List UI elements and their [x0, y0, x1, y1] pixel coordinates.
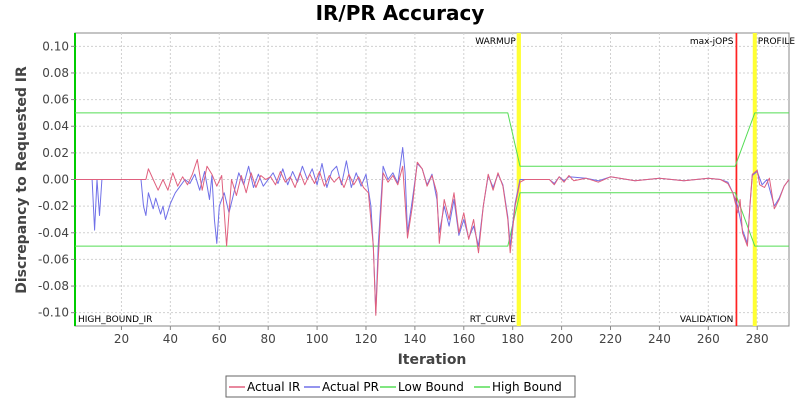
- legend-box: [225, 375, 576, 398]
- y-tick-label: 0.06: [42, 93, 69, 107]
- x-tick-label: 280: [746, 332, 769, 346]
- series-line-low-bound: [75, 192, 789, 247]
- y-axis-label: Discrepancy to Requested IR: [14, 66, 30, 294]
- grid-lines: [75, 33, 789, 326]
- legend: Actual IR Actual PR Low Bound High Bound: [229, 380, 562, 394]
- x-axis-label: Iteration: [398, 352, 467, 368]
- marker-label: HIGH_BOUND_IR: [78, 315, 152, 325]
- x-axis: 20 40 60 80 100 120 140 160 180 200 220 240 260 280: [114, 326, 769, 346]
- y-tick-label: 0.10: [42, 39, 69, 53]
- y-tick-label: 0.02: [42, 146, 69, 160]
- y-tick-label: -0.02: [38, 199, 69, 213]
- y-tick-label: 0.08: [42, 66, 69, 80]
- series-line-high-bound: [75, 112, 789, 167]
- series-line-actual-ir: [75, 159, 790, 316]
- y-tick-label: 0.00: [42, 173, 69, 187]
- legend-label: High Bound: [492, 380, 562, 394]
- y-tick-label: -0.10: [38, 306, 69, 320]
- legend-label: Low Bound: [398, 380, 464, 394]
- x-tick-label: 180: [501, 332, 524, 346]
- marker-label: max-jOPS: [690, 37, 734, 47]
- marker-label: WARMUP: [475, 37, 516, 47]
- x-tick-label: 160: [452, 332, 475, 346]
- legend-label: Actual PR: [322, 380, 379, 394]
- x-tick-label: 120: [355, 332, 378, 346]
- x-tick-label: 240: [648, 332, 671, 346]
- marker-label: RT_CURVE: [470, 315, 516, 325]
- x-tick-label: 200: [550, 332, 573, 346]
- series-layer: [75, 112, 790, 316]
- x-tick-label: 20: [114, 332, 129, 346]
- y-axis: 0.10 0.08 0.06 0.04 0.02 0.00 -0.02 -0.04 -0.06 -…: [38, 39, 75, 320]
- x-tick-label: 40: [163, 332, 178, 346]
- x-tick-label: 60: [212, 332, 227, 346]
- marker-label: PROFILE: [758, 37, 796, 47]
- legend-label: Actual IR: [247, 380, 300, 394]
- x-tick-label: 260: [697, 332, 720, 346]
- y-tick-label: -0.08: [38, 279, 69, 293]
- x-tick-label: 140: [403, 332, 426, 346]
- y-tick-label: -0.06: [38, 252, 69, 266]
- y-tick-label: 0.04: [42, 119, 69, 133]
- x-tick-label: 220: [599, 332, 622, 346]
- marker-label: VALIDATION: [680, 315, 734, 325]
- chart-title: IR/PR Accuracy: [316, 1, 485, 25]
- markers-layer: HIGH_BOUND_IR WARMUP RT_CURVE max-jOPS VALID…: [74, 33, 796, 326]
- x-tick-label: 80: [261, 332, 276, 346]
- x-tick-label: 100: [306, 332, 329, 346]
- y-tick-label: -0.04: [38, 226, 69, 240]
